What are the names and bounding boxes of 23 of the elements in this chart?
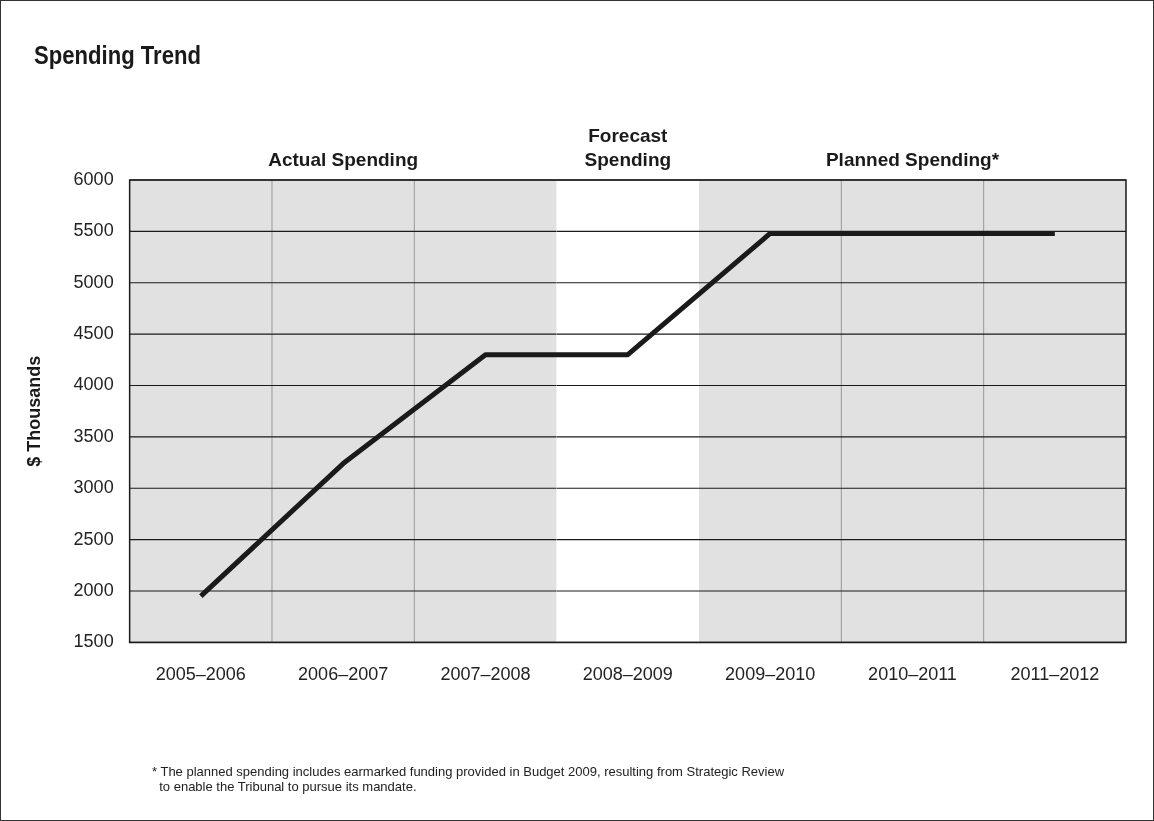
text: * The planned spending includes earmarked funding provided in Budget 2009, resulting from Strategic Review to enable the Tribunal to pursue its mandate. xyxy=(152,764,785,794)
y-tick-label: 4500 xyxy=(73,323,114,344)
band-label: Planned Spending* xyxy=(825,148,1000,170)
y-tick-label: 5000 xyxy=(73,271,114,292)
y-tick-label: 6000 xyxy=(73,168,114,189)
x-tick-label: 2008–2009 xyxy=(582,664,673,685)
band-label: Actual Spending xyxy=(268,148,419,170)
x-tick-label: 2009–2010 xyxy=(725,664,816,685)
y-axis-title: $ Thousands xyxy=(23,355,44,467)
y-tick-label: 3000 xyxy=(73,477,114,498)
band-label: Forecast Spending xyxy=(584,124,672,170)
x-tick-label: 2005–2006 xyxy=(155,664,246,685)
x-tick-label: 2011–2012 xyxy=(1010,664,1100,685)
x-tick-label: 2006–2007 xyxy=(298,664,389,685)
y-tick-label: 5500 xyxy=(73,220,114,241)
y-tick-label: 2000 xyxy=(73,579,114,600)
y-tick-label: 4000 xyxy=(73,374,114,395)
x-tick-label: 2007–2008 xyxy=(440,664,531,685)
x-tick-label: 2010–2011 xyxy=(868,664,957,685)
y-tick-label: 2500 xyxy=(73,528,114,549)
chart-title: Spending Trend xyxy=(34,40,201,71)
y-tick-label: 3500 xyxy=(73,425,114,446)
y-tick-label: 1500 xyxy=(73,631,114,652)
